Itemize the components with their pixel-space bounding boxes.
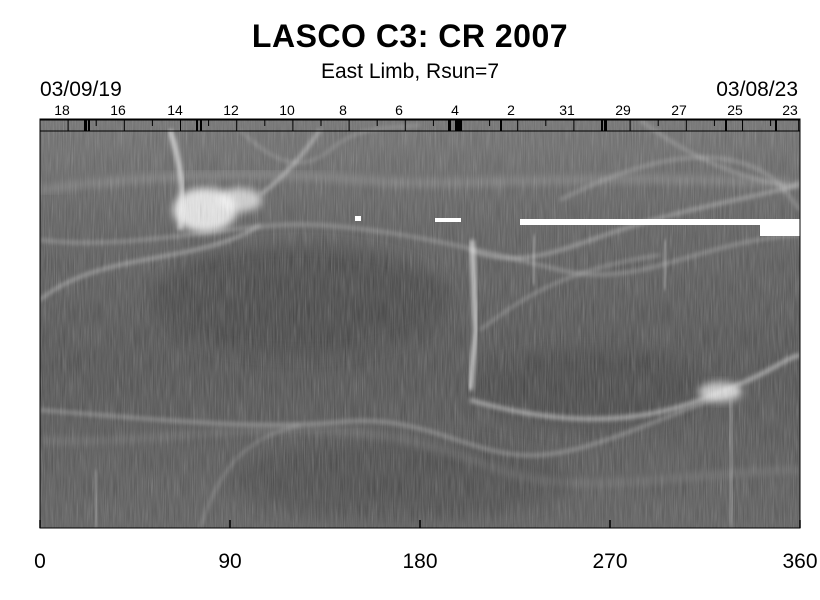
day-label: 8: [339, 102, 347, 118]
day-label: 14: [167, 102, 183, 118]
page-title: LASCO C3: CR 2007: [251, 18, 569, 54]
page-subtitle: East Limb, Rsun=7: [320, 60, 499, 83]
coronal-image: [40, 120, 800, 528]
x-tick-label: 270: [592, 550, 628, 573]
day-label: 29: [615, 102, 631, 118]
day-label: 10: [279, 102, 295, 118]
x-tick-label: 0: [34, 550, 46, 573]
data-gap-marks: [84, 119, 777, 131]
day-label: 27: [671, 102, 687, 118]
day-label: 12: [223, 102, 239, 118]
day-label: 4: [451, 102, 459, 118]
day-label: 18: [54, 102, 70, 118]
day-label: 16: [110, 102, 126, 118]
day-label: 25: [727, 102, 743, 118]
x-tick-label: 90: [218, 550, 242, 573]
day-label: 23: [782, 102, 798, 118]
x-axis: [39, 520, 801, 528]
start-date-label: 03/09/19: [40, 78, 122, 101]
x-tick-label: 360: [782, 550, 818, 573]
day-label: 6: [395, 102, 403, 118]
day-label: 2: [507, 102, 515, 118]
x-tick-label: 180: [402, 550, 438, 573]
end-date-label: 03/08/23: [716, 78, 798, 101]
day-label: 31: [559, 102, 575, 118]
